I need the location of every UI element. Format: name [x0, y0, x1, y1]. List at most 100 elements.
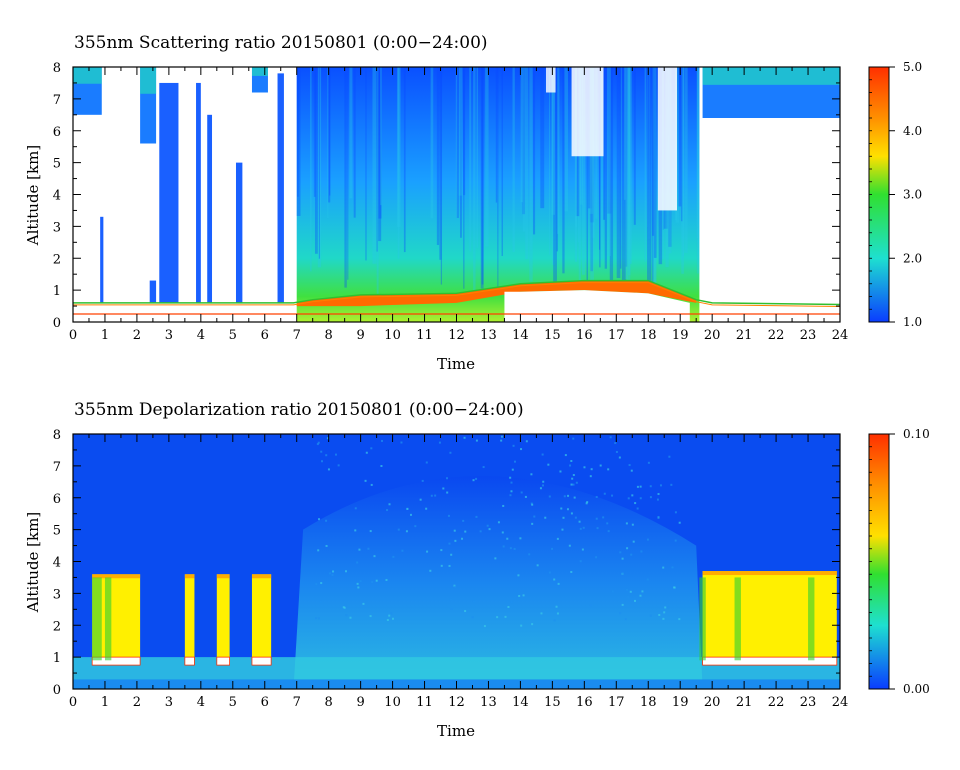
depol-speckle [400, 441, 403, 444]
depol-speckle [331, 573, 334, 576]
aerosol-streak [653, 67, 657, 258]
depol-speckle [381, 439, 384, 442]
depol-speckle [556, 537, 559, 540]
depol-speckle [662, 566, 665, 569]
depol-speckle [426, 550, 429, 553]
high-depol-edge [702, 571, 837, 576]
aerosol-streak [436, 67, 440, 245]
aerosol-streak [650, 67, 652, 289]
y-tick-label: 6 [53, 125, 61, 140]
colorbar-tick-label: 0.10 [903, 427, 930, 441]
depol-speckle [607, 530, 610, 533]
depol-speckle [512, 444, 515, 447]
aerosol-streak [651, 67, 654, 286]
aerosol-streak [327, 67, 329, 219]
depol-speckle [618, 456, 621, 459]
depol-speckle [561, 528, 564, 531]
depol-speckle [315, 617, 318, 620]
depol-speckle [560, 507, 563, 510]
depol-speckle [325, 544, 328, 547]
depol-speckle [533, 515, 536, 518]
aerosol-streak [463, 67, 466, 196]
daytime-depol-region [293, 475, 703, 689]
depol-speckle [624, 618, 627, 621]
cloud-base-gap [91, 656, 141, 666]
x-tick-label: 14 [512, 328, 529, 343]
aerosol-streak [626, 67, 631, 294]
depol-speckle [500, 435, 503, 438]
y-tick-label: 0 [53, 683, 61, 698]
depol-speckle [673, 586, 676, 589]
depol-speckle [453, 584, 456, 587]
x-axis-label-scattering: Time [437, 355, 475, 373]
x-tick-label: 19 [672, 695, 689, 710]
depol-speckle [596, 527, 599, 530]
depol-speckle [345, 614, 348, 617]
x-tick-label: 8 [325, 328, 333, 343]
x-tick-label: 17 [608, 328, 625, 343]
depol-speckle [464, 610, 467, 613]
aerosol-streak [574, 67, 578, 262]
aerosol-streak [376, 67, 378, 252]
aerosol-streak [621, 67, 626, 289]
depol-speckle [356, 582, 359, 585]
aerosol-streak [430, 67, 434, 219]
depol-speckle [542, 480, 545, 483]
x-tick-label: 10 [384, 695, 401, 710]
depol-speckle [553, 619, 556, 622]
depol-speckle [386, 619, 389, 622]
y-tick-label: 4 [53, 189, 61, 204]
aerosol-streak [625, 67, 628, 280]
aerosol-streak [520, 67, 524, 203]
depol-speckle [578, 520, 581, 523]
depol-speckle [454, 539, 457, 542]
depol-speckle [657, 493, 660, 496]
aerosol-streak [463, 67, 465, 289]
depol-speckle [626, 547, 629, 550]
y-tick-label: 2 [53, 619, 61, 634]
depol-speckle [447, 514, 450, 517]
depol-speckle [349, 616, 352, 619]
depol-speckle [548, 571, 551, 574]
depol-speckle [419, 498, 422, 501]
depol-speckle [615, 450, 618, 453]
depol-speckle [391, 617, 394, 620]
aerosol-streak [675, 67, 680, 223]
daytime-aerosol-layer [296, 67, 700, 322]
depol-speckle [630, 553, 633, 556]
depol-speckle [369, 530, 372, 533]
aerosol-streak [581, 67, 586, 275]
depol-speckle [483, 625, 486, 628]
colorbar-tick-label: 0.00 [903, 682, 930, 696]
x-tick-label: 18 [640, 328, 657, 343]
x-tick-label: 2 [133, 328, 141, 343]
depol-speckle [579, 527, 582, 530]
depol-speckle [551, 547, 554, 550]
aerosol-streak [599, 67, 601, 268]
aerosol-streak [624, 67, 626, 200]
x-tick-label: 4 [197, 328, 205, 343]
depol-speckle [585, 502, 588, 505]
aerosol-streak [684, 67, 688, 253]
aerosol-streak [497, 67, 499, 289]
x-tick-label: 12 [448, 328, 465, 343]
aerosol-streak [633, 67, 636, 225]
depol-speckle [472, 479, 475, 482]
depol-speckle [373, 555, 376, 558]
colorbar-tick-label: 4.0 [903, 124, 922, 138]
x-tick-label: 16 [576, 328, 593, 343]
depol-speckle [548, 495, 551, 498]
depol-fringe [104, 577, 112, 661]
depol-fringe [92, 577, 102, 661]
depol-speckle [429, 569, 432, 572]
x-tick-label: 14 [512, 695, 529, 710]
depol-speckle [519, 537, 522, 540]
y-tick-label: 4 [53, 556, 61, 571]
x-tick-label: 20 [704, 695, 721, 710]
aerosol-streak [481, 67, 484, 285]
depol-speckle [567, 494, 570, 497]
aerosol-streak [329, 67, 331, 196]
colorbar-tick-label: 3.0 [903, 188, 922, 202]
depol-speckle [544, 516, 547, 519]
depol-speckle [641, 590, 644, 593]
